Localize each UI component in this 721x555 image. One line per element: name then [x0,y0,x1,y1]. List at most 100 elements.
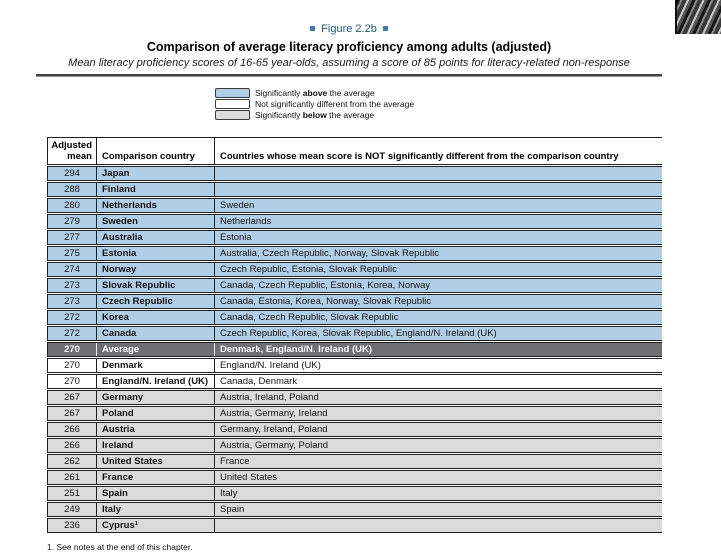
cell-not-different-countries: Austria, Germany, Ireland [220,408,328,419]
cell-comparison-country: Sweden [97,215,215,228]
table-row: 266 Austria Germany, Ireland, Poland [47,422,662,437]
table-row: 279 Sweden Netherlands [47,214,662,229]
cell-adjusted-mean: 261 [47,471,97,484]
header-comparison-country: Comparison country [97,138,215,164]
table-row: 236 Cyprus¹ [47,518,662,533]
cell-comparison-country: Germany [97,391,215,404]
square-bullet-icon [382,26,388,31]
cell-adjusted-mean: 251 [47,487,97,500]
table-row: 267 Poland Austria, Germany, Ireland [47,406,662,421]
cell-not-different-countries [215,519,662,532]
cell-adjusted-mean: 270 [47,343,97,356]
cell-not-different-countries: England/N. Ireland (UK) [220,360,321,371]
cell-comparison-country: Norway [97,263,215,276]
table-row: 251 Spain Italy [47,486,662,501]
table-row: 270 England/N. Ireland (UK) Canada, Denm… [47,374,662,389]
page-title: Comparison of average literacy proficien… [146,40,552,54]
cell-not-different-countries: Australia, Czech Republic, Norway, Slova… [220,248,439,259]
cell-comparison-country: Denmark [97,359,215,372]
legend-item-not-different: Not significantly different from the ave… [215,99,414,109]
cell-comparison-country: Average [97,343,215,356]
header-adjusted-mean: Adjusted mean [47,138,97,164]
cell-adjusted-mean: 277 [47,231,97,244]
legend-label-bold: below [302,110,327,120]
cell-comparison-country: Estonia [97,247,215,260]
cell-adjusted-mean: 236 [47,519,97,532]
cell-adjusted-mean: 280 [47,199,97,212]
cell-not-different-countries: Canada, Estonia, Korea, Norway, Slovak R… [220,296,432,307]
horizontal-divider [36,74,662,77]
cell-comparison-country: Czech Republic [97,295,215,308]
cell-adjusted-mean: 266 [47,439,97,452]
cell-comparison-country: Spain [97,487,215,500]
legend: Significantly above the average Not sign… [215,88,414,121]
figure-label: Figure 2.2b [36,23,662,35]
cell-comparison-country: Japan [97,167,215,180]
cell-not-different-countries: Canada, Czech Republic, Slovak Republic [220,312,399,323]
cell-not-different-countries [215,167,662,180]
cell-not-different-countries: Spain [220,504,245,515]
cell-not-different-countries: Estonia [220,232,252,243]
cell-adjusted-mean: 267 [47,407,97,420]
table-row: 270 Average Denmark, England/N. Ireland … [47,342,662,357]
cell-adjusted-mean: 270 [47,375,97,388]
comparison-table: Adjusted mean Comparison country Countri… [47,137,662,534]
cell-not-different-countries: Austria, Ireland, Poland [220,392,319,403]
table-header-row: Adjusted mean Comparison country Countri… [47,137,662,165]
cell-adjusted-mean: 262 [47,455,97,468]
cell-not-different-countries: Netherlands [220,216,272,227]
legend-label-pre: Significantly [255,110,303,120]
table-row: 288 Finland [47,182,662,197]
table-row: 262 United States France [47,454,662,469]
cell-adjusted-mean: 272 [47,327,97,340]
cell-not-different-countries: Czech Republic, Estonia, Slovak Republic [220,264,397,275]
cell-adjusted-mean: 266 [47,423,97,436]
table-row: 275 Estonia Australia, Czech Republic, N… [47,246,662,261]
cell-comparison-country: Austria [97,423,215,436]
cell-adjusted-mean: 267 [47,391,97,404]
cell-not-different-countries: Germany, Ireland, Poland [220,424,328,435]
cell-adjusted-mean: 273 [47,295,97,308]
legend-label-post: the average [326,110,375,120]
table-row: 270 Denmark England/N. Ireland (UK) [47,358,662,373]
legend-label-post: the average [327,88,375,98]
cell-not-different-countries: France [220,456,250,467]
cell-not-different-countries: United States [220,472,278,483]
table-row: 280 Netherlands Sweden [47,198,662,213]
cell-adjusted-mean: 275 [47,247,97,260]
table-row: 273 Slovak Republic Canada, Czech Republ… [47,278,662,293]
cell-comparison-country: Cyprus¹ [97,519,215,532]
footnote: 1. See notes at the end of this chapter. [47,542,193,552]
table-row: 273 Czech Republic Canada, Estonia, Kore… [47,294,662,309]
legend-item-above: Significantly above the average [215,88,414,98]
cell-not-different-countries: Austria, Germany, Poland [220,440,329,451]
cell-comparison-country: Finland [97,183,215,196]
cell-adjusted-mean: 279 [47,215,97,228]
cell-not-different-countries: Italy [220,488,238,499]
cell-adjusted-mean: 272 [47,311,97,324]
cell-not-different-countries: Canada, Czech Republic, Estonia, Korea, … [220,280,431,291]
legend-swatch-not-different [215,99,250,109]
table-row: 277 Australia Estonia [47,230,662,245]
cell-not-different-countries: Czech Republic, Korea, Slovak Republic, … [220,328,497,339]
cell-comparison-country: United States [97,455,215,468]
cell-adjusted-mean: 288 [47,183,97,196]
legend-label: Significantly above the average [255,88,375,98]
cell-comparison-country: Ireland [97,439,215,452]
cell-not-different-countries: Sweden [220,200,255,211]
cell-adjusted-mean: 270 [47,359,97,372]
legend-swatch-above [215,88,250,98]
cell-comparison-country: Korea [97,311,215,324]
table-row: 294 Japan [47,166,662,181]
cell-comparison-country: France [97,471,215,484]
legend-swatch-below [215,110,250,120]
cell-adjusted-mean: 294 [47,167,97,180]
figure-label-text: Figure 2.2b [321,23,377,35]
cell-not-different-countries: Canada, Denmark [220,376,298,387]
square-bullet-icon [310,26,316,31]
cell-comparison-country: Slovak Republic [97,279,215,292]
table-row: 249 Italy Spain [47,502,662,517]
table-row: 266 Ireland Austria, Germany, Poland [47,438,662,453]
legend-label-pre: Not significantly different from the ave… [255,99,415,109]
